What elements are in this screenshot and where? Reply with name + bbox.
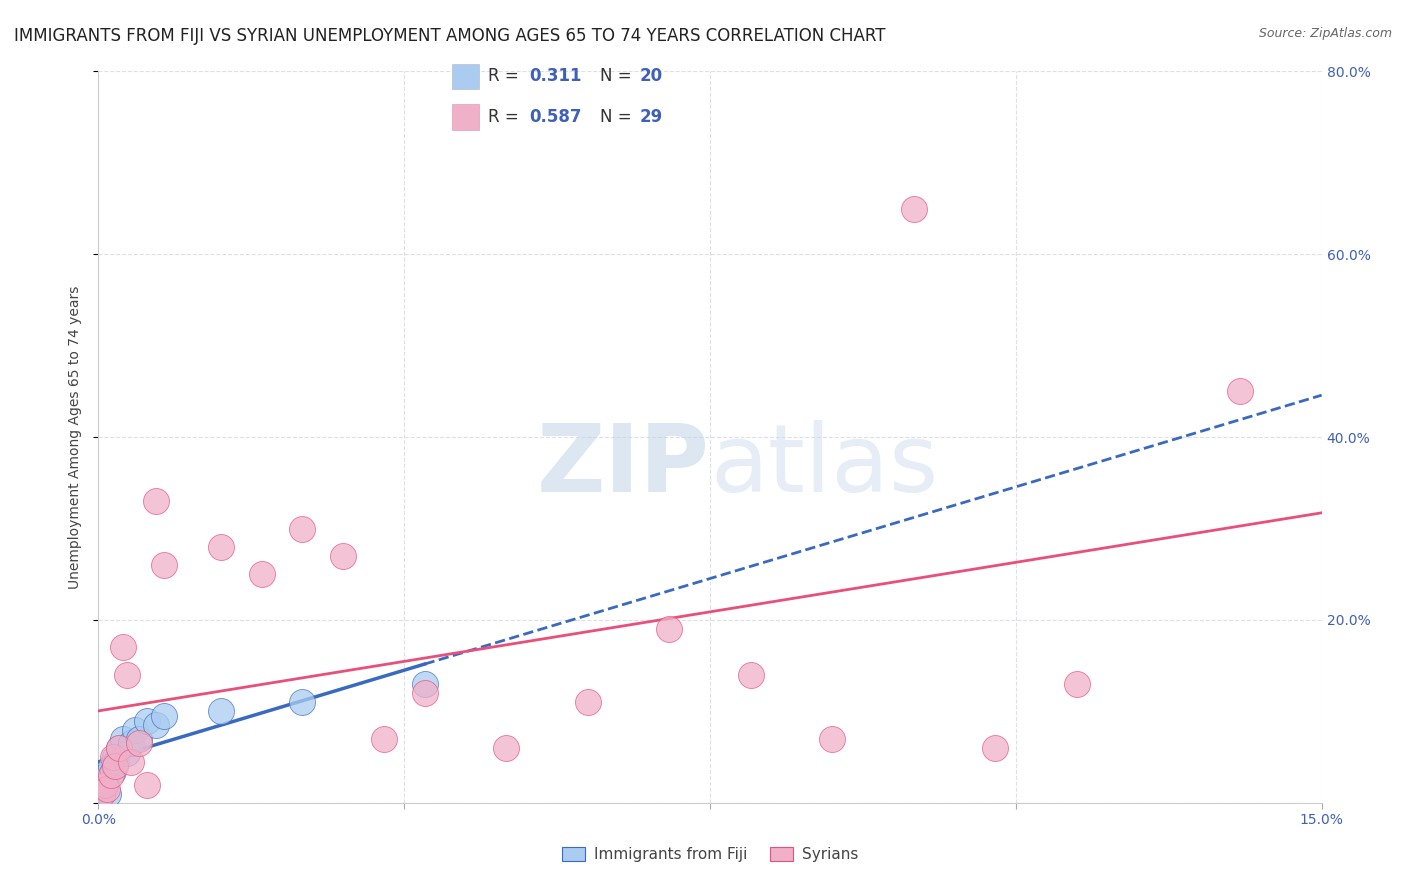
Point [111,640,134,655]
FancyBboxPatch shape [451,104,479,130]
Point [291,521,314,535]
Text: IMMIGRANTS FROM FIJI VS SYRIAN UNEMPLOYMENT AMONG AGES 65 TO 74 YEARS CORRELATIO: IMMIGRANTS FROM FIJI VS SYRIAN UNEMPLOYM… [14,27,886,45]
Point [413,686,436,700]
Point [152,709,174,723]
Point [152,558,174,573]
Point [136,714,159,728]
Text: N =: N = [600,108,637,126]
Text: atlas: atlas [710,420,938,512]
Point [136,777,159,792]
Point [108,740,131,755]
Point [100,759,122,773]
Point [291,695,314,709]
Point [128,731,150,746]
Point [96,768,118,782]
Point [100,768,122,782]
Point [373,731,395,746]
Point [105,755,128,769]
Text: N =: N = [600,68,637,86]
Point [124,723,146,737]
Point [91,787,114,801]
Point [128,736,150,750]
Point [1066,677,1088,691]
Text: R =: R = [488,108,524,126]
Point [104,759,127,773]
Point [250,567,273,582]
Legend: Immigrants from Fiji, Syrians: Immigrants from Fiji, Syrians [555,841,865,868]
Point [145,718,167,732]
Point [104,750,127,764]
Point [576,695,599,709]
Point [97,787,120,801]
Point [332,549,354,563]
Point [903,202,925,216]
Point [108,740,131,755]
Point [821,731,844,746]
Point [495,740,517,755]
Point [120,736,142,750]
Point [413,677,436,691]
Point [101,750,124,764]
Text: 0.311: 0.311 [529,68,582,86]
Point [101,764,124,778]
Point [120,755,142,769]
FancyBboxPatch shape [451,63,479,89]
Point [111,731,134,746]
Text: 20: 20 [640,68,662,86]
Point [94,777,117,792]
Text: ZIP: ZIP [537,420,710,512]
Point [740,667,762,681]
Point [209,540,232,554]
Point [115,746,138,760]
Point [658,622,681,636]
Point [145,494,167,508]
Point [115,667,138,681]
Point [94,777,117,792]
Point [984,740,1007,755]
Point [96,782,118,797]
Text: 29: 29 [640,108,662,126]
Point [91,782,114,797]
Point [1229,384,1251,399]
Text: 0.587: 0.587 [529,108,582,126]
Text: R =: R = [488,68,524,86]
Text: Source: ZipAtlas.com: Source: ZipAtlas.com [1258,27,1392,40]
Y-axis label: Unemployment Among Ages 65 to 74 years: Unemployment Among Ages 65 to 74 years [69,285,83,589]
Point [209,705,232,719]
